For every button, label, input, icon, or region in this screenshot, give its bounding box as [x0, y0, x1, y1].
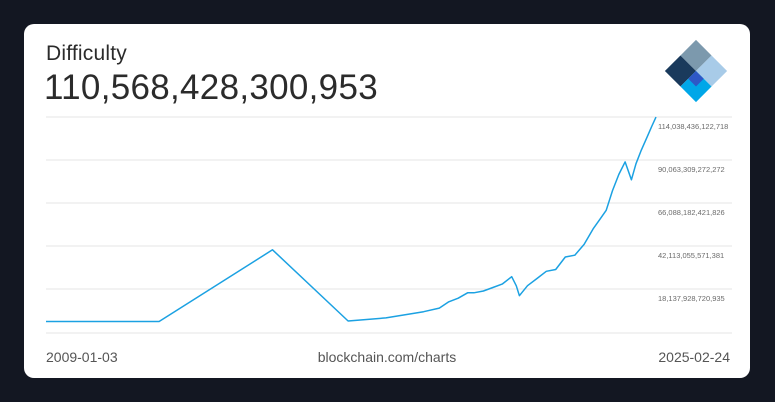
blockchain-logo-icon	[664, 39, 728, 103]
difficulty-card: Difficulty 110,568,428,300,953 18,137,92…	[24, 24, 750, 378]
start-date-label: 2009-01-03	[46, 349, 118, 365]
y-tick-label: 18,137,928,720,935	[658, 294, 725, 303]
chart-title: Difficulty	[46, 42, 127, 65]
current-value: 110,568,428,300,953	[44, 68, 378, 107]
source-label: blockchain.com/charts	[317, 349, 457, 365]
y-tick-label: 42,113,055,571,381	[658, 251, 724, 260]
y-tick-label: 66,088,182,421,826	[658, 208, 725, 217]
end-date-label: 2025-02-24	[658, 349, 730, 365]
y-tick-label: 114,038,436,122,718	[658, 122, 728, 131]
y-tick-label: 90,063,309,272,272	[658, 165, 725, 174]
difficulty-chart: 18,137,928,720,935 42,113,055,571,381 66,0…	[46, 116, 732, 334]
series-line	[46, 116, 657, 323]
